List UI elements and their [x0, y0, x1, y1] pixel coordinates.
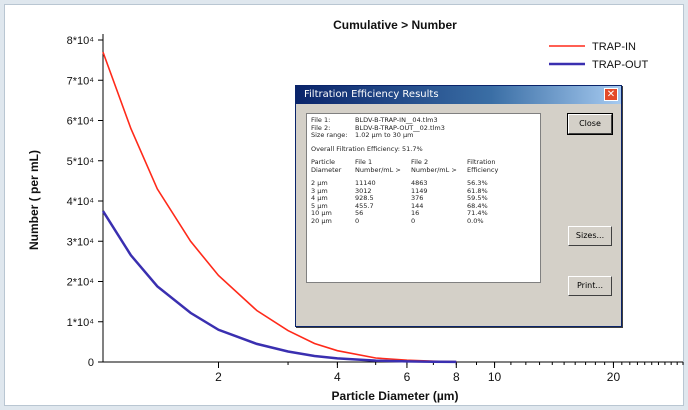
table-cell: 61.8% — [467, 186, 488, 195]
file1-label: File 1: — [311, 116, 331, 124]
table-cell: 3012 — [355, 186, 372, 195]
x-tick-label: 8 — [453, 370, 460, 384]
y-tick-label: 6*10⁴ — [67, 116, 95, 128]
x-tick-label: 2 — [215, 370, 222, 384]
y-tick-label: 4*10⁴ — [67, 196, 95, 208]
header-cell: Number/mL > — [355, 165, 401, 174]
dialog-title: Filtration Efficiency Results — [304, 89, 439, 100]
y-axis-label: Number ( per mL) — [27, 150, 41, 250]
table-cell: 71.4% — [467, 209, 488, 217]
file2-label: File 2: — [311, 123, 331, 132]
table-cell: 2 µm — [311, 179, 328, 187]
table-cell: 455.7 — [355, 201, 374, 210]
table-cell: 928.5 — [355, 194, 374, 202]
size-range-label: Size range: — [311, 131, 348, 139]
table-cell: 0.0% — [467, 216, 484, 225]
results-panel: File 1: BLDV-B-TRAP-IN__04.tlm3 File 2: … — [306, 113, 541, 283]
series-line-trap-out — [101, 210, 457, 364]
y-tick-label: 1*10⁴ — [67, 317, 95, 329]
results-table: 2 µm 3 µm 4 µm 5 µm 10 µm 20 µm 11140 30… — [311, 179, 536, 225]
y-tick-label: 2*10⁴ — [67, 277, 95, 289]
header-cell: File 2 — [411, 158, 429, 166]
header-cell: Filtration — [467, 158, 496, 166]
table-cell: 0 — [411, 216, 416, 225]
size-range-value: 1.02 µm to 30 µm — [355, 131, 414, 139]
y-tick-label: 0 — [88, 357, 94, 369]
x-tick-label: 6 — [404, 370, 411, 384]
table-cell: 56.3% — [467, 179, 488, 187]
sizes-button[interactable]: Sizes... — [568, 226, 612, 246]
x-tick-label: 4 — [334, 370, 341, 384]
table-cell: 10 µm — [311, 209, 332, 217]
close-button[interactable]: Close — [567, 113, 613, 135]
table-cell: 20 µm — [311, 216, 332, 225]
table-cell: 3 µm — [311, 186, 328, 195]
dialog-title-bar: Filtration Efficiency Results ✕ — [296, 86, 621, 104]
y-tick-label: 8*10⁴ — [67, 35, 95, 47]
filtration-efficiency-dialog: Filtration Efficiency Results ✕ File 1: … — [295, 85, 622, 327]
close-icon[interactable]: ✕ — [604, 88, 618, 101]
table-cell: 1149 — [411, 186, 428, 195]
table-cell: 4 µm — [311, 194, 328, 202]
header-cell: Particle — [311, 158, 336, 166]
header-cell: Number/mL > — [411, 165, 457, 174]
table-cell: 68.4% — [467, 201, 488, 210]
header-cell: Efficiency — [467, 165, 499, 174]
table-cell: 4863 — [411, 179, 428, 187]
x-tick-label: 20 — [607, 370, 621, 384]
table-cell: 376 — [411, 194, 424, 202]
table-cell: 56 — [355, 209, 364, 217]
legend-label: TRAP-OUT — [592, 59, 649, 71]
y-tick-label: 3*10⁴ — [67, 236, 95, 248]
table-cell: 59.5% — [467, 194, 488, 202]
chart-title: Cumulative > Number — [333, 18, 457, 32]
table-cell: 11140 — [355, 179, 376, 187]
file2-row: File 2: BLDV-B-TRAP-OUT__02.tlm3 — [311, 123, 536, 133]
overall-efficiency: Overall Filtration Efficiency: 51.7% — [311, 144, 423, 153]
table-cell: 144 — [411, 201, 424, 210]
table-cell: 16 — [411, 209, 420, 217]
header-cell: File 1 — [355, 158, 373, 166]
table-cell: 0 — [355, 216, 360, 225]
table-cell: 5 µm — [311, 201, 328, 210]
print-button[interactable]: Print... — [568, 276, 612, 296]
file2-value: BLDV-B-TRAP-OUT__02.tlm3 — [355, 123, 445, 132]
x-axis-label: Particle Diameter (µm) — [332, 389, 459, 403]
file1-value: BLDV-B-TRAP-IN__04.tlm3 — [355, 116, 438, 124]
header-cell: Diameter — [311, 165, 342, 174]
y-tick-label: 5*10⁴ — [67, 156, 95, 168]
legend-label: TRAP-IN — [592, 41, 636, 53]
file1-row: File 1: BLDV-B-TRAP-IN__04.tlm3 — [311, 116, 536, 125]
size-range-row: Size range: 1.02 µm to 30 µm — [311, 131, 536, 140]
results-header: Particle Diameter File 1 Number/mL > File … — [311, 158, 536, 174]
y-tick-label: 7*10⁴ — [67, 75, 95, 87]
x-tick-label: 10 — [488, 370, 502, 384]
